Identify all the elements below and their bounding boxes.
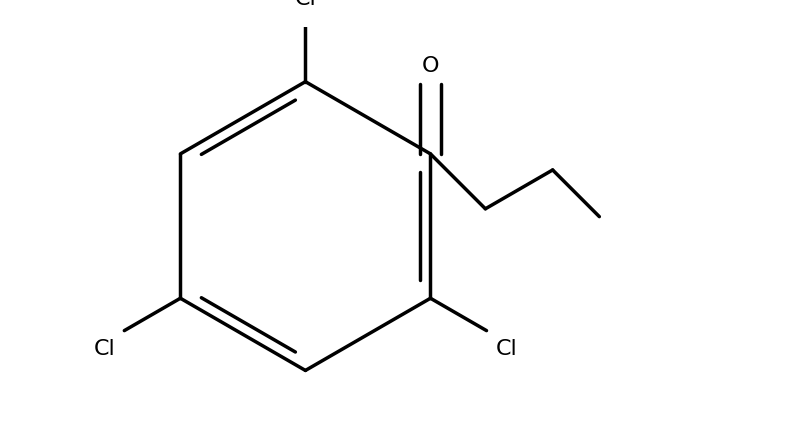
Text: Cl: Cl (295, 0, 316, 9)
Text: O: O (422, 56, 439, 76)
Text: Cl: Cl (496, 339, 518, 359)
Text: Cl: Cl (93, 339, 115, 359)
